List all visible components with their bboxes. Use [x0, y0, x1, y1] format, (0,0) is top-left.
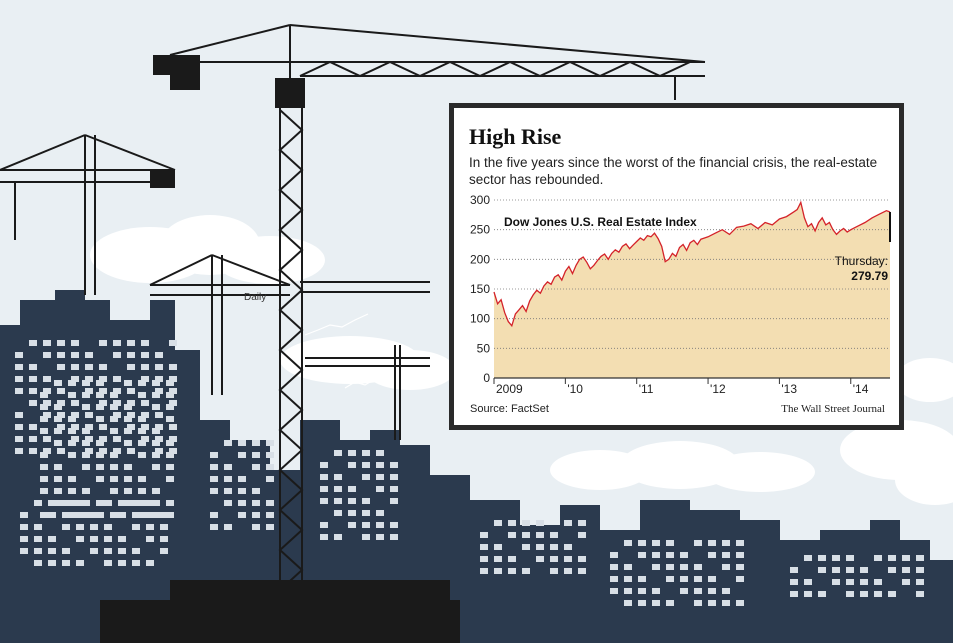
chart-credit: The Wall Street Journal — [781, 403, 885, 415]
crane-counterweights — [150, 55, 305, 188]
crane-middle — [149, 254, 291, 395]
chart-billboard: High Rise In the five years since the wo… — [449, 103, 904, 430]
series-line — [493, 200, 891, 328]
x-tick-label: '14 — [853, 382, 869, 396]
crane-left — [0, 134, 176, 295]
clouds — [90, 215, 953, 505]
annotation-value: 279.79 — [851, 269, 888, 283]
chart-area: 0 50 100 150 200 250 300 2009 '10 '11 '12 '13 '14 Dow… — [470, 193, 891, 396]
x-tick-label: '12 — [710, 382, 726, 396]
y-tick-label: 50 — [477, 341, 491, 355]
x-tick-label: '11 — [639, 382, 654, 396]
area-fill — [494, 202, 890, 378]
x-tick-label: '10 — [567, 382, 583, 396]
crane-jib — [160, 60, 705, 78]
chart-subtitle: In the five years since the worst of the… — [469, 155, 878, 187]
x-tick-label: '13 — [781, 382, 797, 396]
y-tick-label: 200 — [470, 252, 490, 266]
mini-chart-line-2 — [344, 378, 386, 389]
crane-lattice — [278, 109, 304, 611]
y-tick-label: 250 — [470, 223, 490, 237]
chart-source: Source: FactSet — [470, 403, 549, 415]
chart-title: High Rise — [469, 124, 562, 149]
construction-platform — [100, 580, 460, 643]
y-tick-label: 0 — [483, 371, 490, 385]
y-tick-label: 100 — [470, 312, 490, 326]
y-tick-label: 150 — [470, 282, 490, 296]
annotation-label: Thursday: — [835, 254, 888, 268]
building-windows — [15, 340, 924, 606]
x-tick-label: 2009 — [496, 382, 523, 396]
mini-chart-label: Daily — [244, 292, 266, 303]
mini-chart-line — [304, 313, 369, 336]
y-tick-label: 300 — [470, 193, 490, 207]
series-title: Dow Jones U.S. Real Estate Index — [504, 215, 697, 229]
crane-right — [300, 281, 430, 440]
